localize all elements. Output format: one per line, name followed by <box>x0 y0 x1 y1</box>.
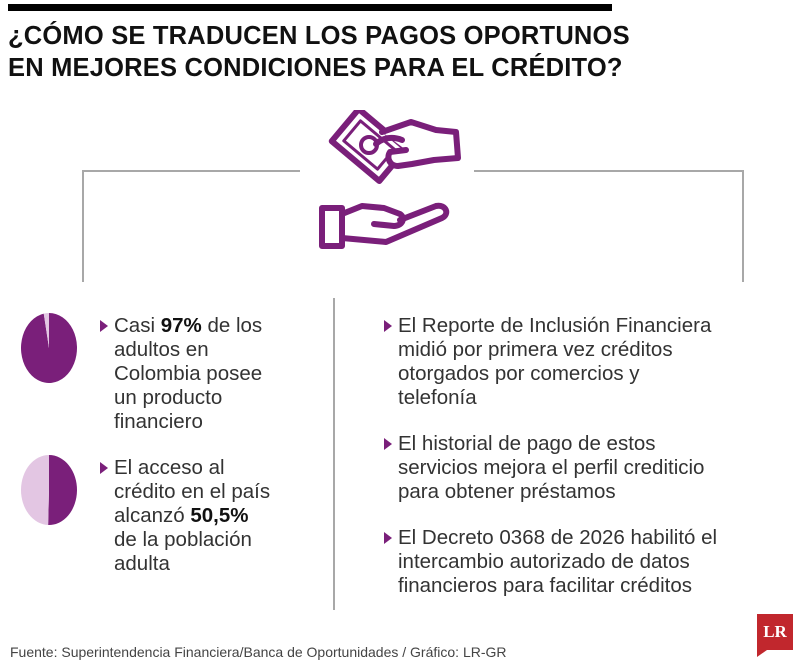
item-highlight: 97% <box>160 314 202 337</box>
pie-chart-50-5 <box>21 455 78 525</box>
bracket-top-right <box>474 170 744 172</box>
bullet-arrow-icon <box>384 438 392 450</box>
item-text: de la población adulta <box>114 528 252 575</box>
list-item: Casi 97% de los adultos en Colombia pose… <box>100 314 320 434</box>
bullet-arrow-icon <box>100 462 108 474</box>
item-text: El historial de pago de estos servicios … <box>398 432 705 503</box>
pie-slice-1 <box>21 455 49 525</box>
bullet-arrow-icon <box>100 320 108 332</box>
bracket-right-leg <box>742 170 744 282</box>
list-item: El Decreto 0368 de 2026 habilitó el inte… <box>384 526 784 598</box>
pie-slice-1 <box>43 313 49 348</box>
item-text: El Reporte de Inclusión Financiera midió… <box>398 314 712 409</box>
bullet-arrow-icon <box>384 320 392 332</box>
item-text: de los adultos en Colombia posee un prod… <box>114 314 263 433</box>
column-divider <box>333 298 335 610</box>
pie-slice-0 <box>48 455 78 525</box>
item-text: Casi <box>114 314 161 337</box>
top-rule <box>8 4 612 11</box>
bullet-arrow-icon <box>384 532 392 544</box>
list-item: El historial de pago de estos servicios … <box>384 432 784 504</box>
pie-chart-97 <box>21 313 77 383</box>
bracket-left-leg <box>82 170 84 282</box>
lr-logo: LR <box>757 614 793 657</box>
hands-exchanging-money-icon <box>319 110 461 249</box>
source-note: Fuente: Superintendencia Financiera/Banc… <box>10 644 507 660</box>
list-item: El acceso al crédito en el país alcanzó … <box>100 456 320 576</box>
bracket-top-left <box>82 170 300 172</box>
item-highlight: 50,5% <box>190 504 249 527</box>
page-title: ¿CÓMO SE TRADUCEN LOS PAGOS OPORTUNOS EN… <box>8 20 708 84</box>
title-line-2: EN MEJORES CONDICIONES PARA EL CRÉDITO? <box>8 54 623 82</box>
item-text: El Decreto 0368 de 2026 habilitó el inte… <box>398 526 718 597</box>
item-text: El acceso al crédito en el país alcanzó <box>114 456 271 527</box>
title-line-1: ¿CÓMO SE TRADUCEN LOS PAGOS OPORTUNOS <box>8 22 630 50</box>
list-item: El Reporte de Inclusión Financiera midió… <box>384 314 784 410</box>
pie-slice-0 <box>21 313 77 383</box>
